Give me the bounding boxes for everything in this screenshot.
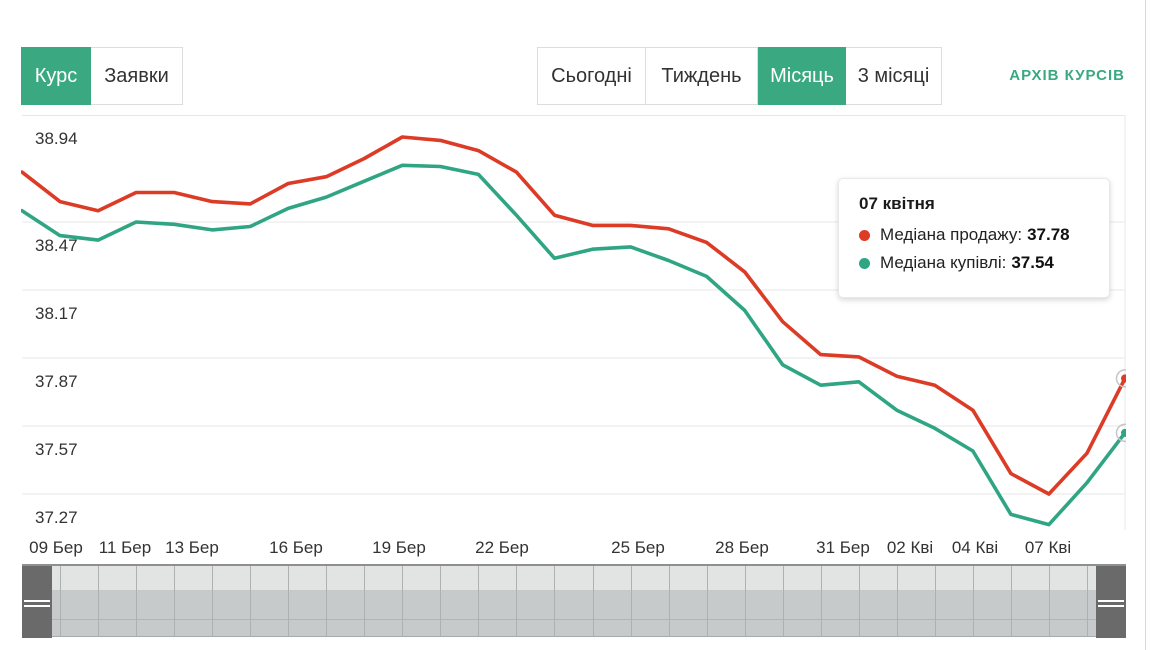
y-axis-label: 37.57 [35,440,78,460]
chart-tooltip: 07 квітня Медіана продажу: 37.78 Медіана к… [838,178,1110,298]
tab-month[interactable]: Місяць [758,47,846,105]
y-axis-label: 38.17 [35,304,78,323]
navigator-gridline-vertical [820,566,822,637]
period-tabs: Сьогодні Тиждень Місяць 3 місяці [537,47,942,105]
tooltip-row-label: Медіана купівлі: [880,253,1007,272]
tab-zayavky[interactable]: Заявки [91,48,182,104]
drag-grip-icon [1098,600,1124,602]
tab-today[interactable]: Сьогодні [538,48,646,104]
buy-dot-icon [859,257,870,269]
navigator-gridline-vertical [1086,566,1088,637]
navigator-gridline-vertical [592,566,594,637]
y-axis-label: 38.94 [35,129,78,149]
hover-halo-icon [1115,423,1126,443]
tooltip-row-value: 37.78 [1027,225,1070,244]
navigator-gridline-vertical [60,566,62,637]
navigator-gridline-vertical [402,566,404,637]
tooltip-row-label: Медіана продажу: [880,225,1023,244]
view-toggle: Курс Заявки [21,47,183,105]
y-axis-label: 37.27 [35,508,78,528]
hover-halo-icon [1115,369,1126,388]
x-axis-label: 13 Бер [165,538,219,557]
navigator-bottom-border [52,636,1096,637]
navigator-gridline-vertical [782,566,784,637]
navigator-gridline-horizontal [52,619,1096,620]
navigator-gridline-vertical [706,566,708,637]
navigator-gridline-vertical [516,566,518,637]
page-scroll-border [1145,0,1146,650]
drag-grip-icon [24,600,50,602]
x-axis-label: 04 Кві [951,538,999,557]
navigator-gridline-vertical [1048,566,1050,637]
navigator-left-handle[interactable] [22,566,52,638]
navigator-gridline-vertical [250,566,252,637]
x-axis-label: 09 Бер [29,538,83,557]
x-axis-label: 02 Кві [886,538,934,557]
y-axis-label: 37.87 [35,372,78,392]
navigator-gridline-vertical [364,566,366,637]
navigator-gridline-vertical [972,566,974,637]
range-navigator [22,564,1126,638]
tooltip-row-sell: Медіана продажу: 37.78 [859,225,1089,245]
x-axis-label: 16 Бер [269,538,323,557]
archive-rates-link[interactable]: АРХІВ КУРСІВ [1009,67,1125,84]
x-axis-label: 22 Бер [475,538,529,557]
navigator-gridline-vertical [174,566,176,637]
navigator-gridline-vertical [478,566,480,637]
drag-grip-icon [1098,605,1124,607]
navigator-gridline-vertical [212,566,214,637]
navigator-track[interactable] [52,566,1096,637]
navigator-gridline-vertical [896,566,898,637]
point-marker-icon [1121,428,1126,437]
navigator-gridline-vertical [98,566,100,637]
navigator-gridline-vertical [744,566,746,637]
tab-3months[interactable]: 3 місяці [846,48,941,104]
navigator-gridline-vertical [630,566,632,637]
navigator-gridline-vertical [326,566,328,637]
navigator-gridline-vertical [858,566,860,637]
point-marker-icon [1121,374,1126,383]
navigator-top-border [22,564,1126,566]
x-axis-label: 11 Бер [98,538,152,557]
x-axis-label: 25 Бер [611,538,665,557]
tooltip-row-value: 37.54 [1011,253,1054,272]
navigator-gridline-vertical [288,566,290,637]
navigator-right-handle[interactable] [1096,566,1126,638]
navigator-gridline-vertical [1010,566,1012,637]
tooltip-row-buy: Медіана купівлі: 37.54 [859,253,1089,273]
navigator-gridline-vertical [668,566,670,637]
x-axis-label: 31 Бер [816,538,870,557]
navigator-gridline-vertical [554,566,556,637]
navigator-mini-chart-band [52,566,1096,590]
x-axis-label: 07 Кві [1024,538,1072,557]
navigator-gridline-vertical [440,566,442,637]
navigator-gridline-vertical [136,566,138,637]
drag-grip-icon [24,605,50,607]
y-axis-label: 38.47 [35,236,78,255]
x-axis-label: 19 Бер [372,538,426,557]
sell-dot-icon [859,229,870,241]
tab-week[interactable]: Тиждень [646,48,758,104]
tab-kurs[interactable]: Курс [21,47,91,105]
tooltip-date: 07 квітня [859,194,935,213]
navigator-gridline-vertical [934,566,936,637]
x-axis-label: 28 Бер [715,538,769,557]
